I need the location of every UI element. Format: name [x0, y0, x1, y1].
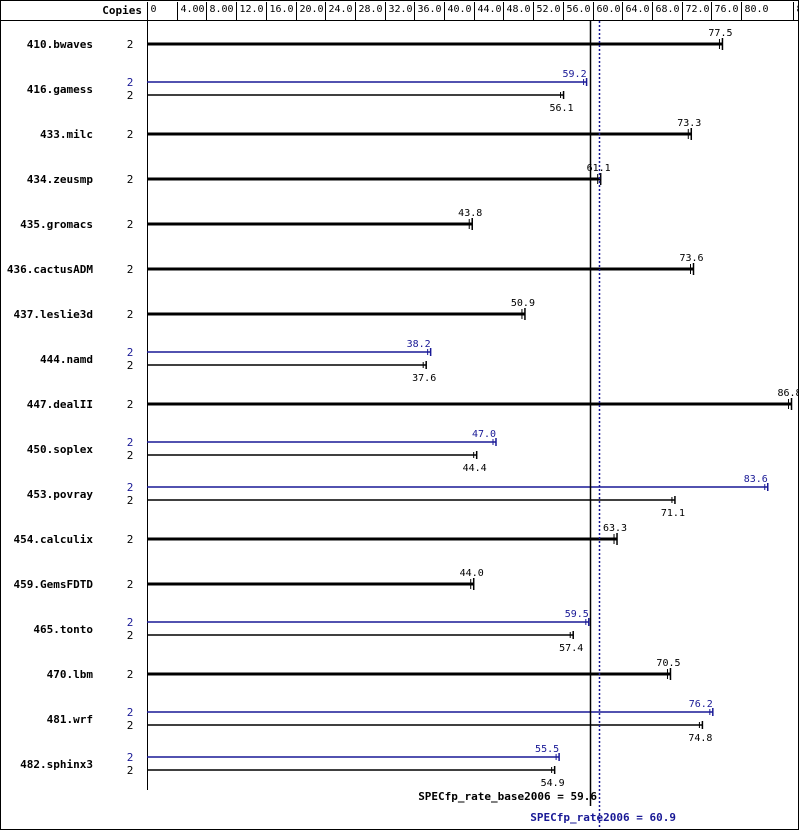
- base-copies-value: 2: [127, 359, 134, 372]
- x-tick-label: 16.0: [270, 4, 294, 15]
- x-tick-label: 72.0: [686, 4, 710, 15]
- base-copies-value: 2: [127, 764, 134, 777]
- x-tick-label: 4.00: [181, 4, 205, 15]
- benchmark-name: 433.milc: [40, 128, 93, 141]
- peak-value-label: 76.2: [689, 699, 713, 710]
- peak-value-label: 59.5: [565, 609, 589, 620]
- benchmark-name: 465.tonto: [33, 623, 93, 636]
- base-value-label: 74.8: [688, 733, 712, 744]
- base-value-label: 73.6: [679, 253, 703, 264]
- x-tick-label: 80.0: [745, 4, 769, 15]
- base-value-label: 43.8: [458, 208, 482, 219]
- benchmark-name: 470.lbm: [47, 668, 94, 681]
- benchmark-name: 447.dealII: [27, 398, 93, 411]
- base-value-label: 44.4: [463, 463, 487, 474]
- base-value-label: 63.3: [603, 523, 627, 534]
- base-copies-value: 2: [127, 719, 134, 732]
- peak-value-label: 83.6: [744, 474, 768, 485]
- copies-value: 2: [127, 533, 134, 546]
- x-tick-label: 20.0: [300, 4, 324, 15]
- base-copies-value: 2: [127, 629, 134, 642]
- base-value-label: 54.9: [541, 778, 565, 789]
- base-copies-value: 2: [127, 89, 134, 102]
- x-tick-label: 28.0: [359, 4, 383, 15]
- benchmark-name: 454.calculix: [14, 533, 94, 546]
- x-tick-label: 48.0: [507, 4, 531, 15]
- base-value-label: 61.1: [587, 163, 611, 174]
- base-value-label: 77.5: [708, 28, 732, 39]
- x-tick-label: 0: [151, 4, 157, 15]
- x-tick-label: 68.0: [656, 4, 680, 15]
- x-tick-label: 32.0: [389, 4, 413, 15]
- benchmark-name: 437.leslie3d: [14, 308, 93, 321]
- x-tick-label: 60.0: [597, 4, 621, 15]
- base-value-label: 57.4: [559, 643, 583, 654]
- base-copies-value: 2: [127, 494, 134, 507]
- benchmark-name: 434.zeusmp: [27, 173, 94, 186]
- peak-copies-value: 2: [127, 346, 134, 359]
- base-value-label: 73.3: [677, 118, 701, 129]
- base-copies-value: 2: [127, 449, 134, 462]
- base-value-label: 71.1: [661, 508, 685, 519]
- benchmark-name: 450.soplex: [27, 443, 94, 456]
- peak-copies-value: 2: [127, 706, 134, 719]
- copies-header: Copies: [102, 4, 142, 17]
- base-value-label: 44.0: [460, 568, 484, 579]
- x-tick-label: 36.0: [418, 4, 442, 15]
- peak-copies-value: 2: [127, 751, 134, 764]
- x-tick-label: 12.0: [240, 4, 264, 15]
- peak-mean-label: SPECfp_rate2006 = 60.9: [530, 811, 676, 824]
- copies-value: 2: [127, 308, 134, 321]
- copies-value: 2: [127, 578, 134, 591]
- x-tick-label: 56.0: [567, 4, 591, 15]
- base-mean-label: SPECfp_rate_base2006 = 59.6: [418, 790, 597, 803]
- base-value-label: 56.1: [550, 103, 574, 114]
- peak-value-label: 47.0: [472, 429, 496, 440]
- copies-value: 2: [127, 263, 134, 276]
- peak-copies-value: 2: [127, 436, 134, 449]
- benchmark-name: 410.bwaves: [27, 38, 93, 51]
- copies-value: 2: [127, 218, 134, 231]
- peak-value-label: 55.5: [535, 744, 559, 755]
- benchmark-name: 444.namd: [40, 353, 93, 366]
- peak-copies-value: 2: [127, 481, 134, 494]
- base-value-label: 37.6: [412, 373, 436, 384]
- x-tick-label: 8.00: [210, 4, 234, 15]
- copies-value: 2: [127, 173, 134, 186]
- base-value-label: 86.8: [777, 388, 799, 399]
- copies-value: 2: [127, 38, 134, 51]
- benchmark-name: 435.gromacs: [20, 218, 93, 231]
- base-value-label: 70.5: [656, 658, 680, 669]
- benchmark-name: 416.gamess: [27, 83, 93, 96]
- x-tick-label: 64.0: [626, 4, 650, 15]
- x-tick-label: 87.0: [797, 4, 799, 15]
- benchmark-name: 481.wrf: [47, 713, 93, 726]
- peak-copies-value: 2: [127, 76, 134, 89]
- x-tick-label: 24.0: [329, 4, 353, 15]
- benchmark-name: 459.GemsFDTD: [14, 578, 94, 591]
- x-tick-label: 52.0: [537, 4, 561, 15]
- x-tick-label: 76.0: [715, 4, 739, 15]
- x-tick-label: 40.0: [448, 4, 472, 15]
- benchmark-name: 436.cactusADM: [7, 263, 93, 276]
- copies-value: 2: [127, 668, 134, 681]
- copies-value: 2: [127, 128, 134, 141]
- copies-value: 2: [127, 398, 134, 411]
- base-value-label: 50.9: [511, 298, 535, 309]
- benchmark-name: 453.povray: [27, 488, 94, 501]
- benchmark-name: 482.sphinx3: [20, 758, 93, 771]
- peak-copies-value: 2: [127, 616, 134, 629]
- peak-value-label: 38.2: [407, 339, 431, 350]
- x-tick-label: 44.0: [478, 4, 502, 15]
- peak-value-label: 59.2: [563, 69, 587, 80]
